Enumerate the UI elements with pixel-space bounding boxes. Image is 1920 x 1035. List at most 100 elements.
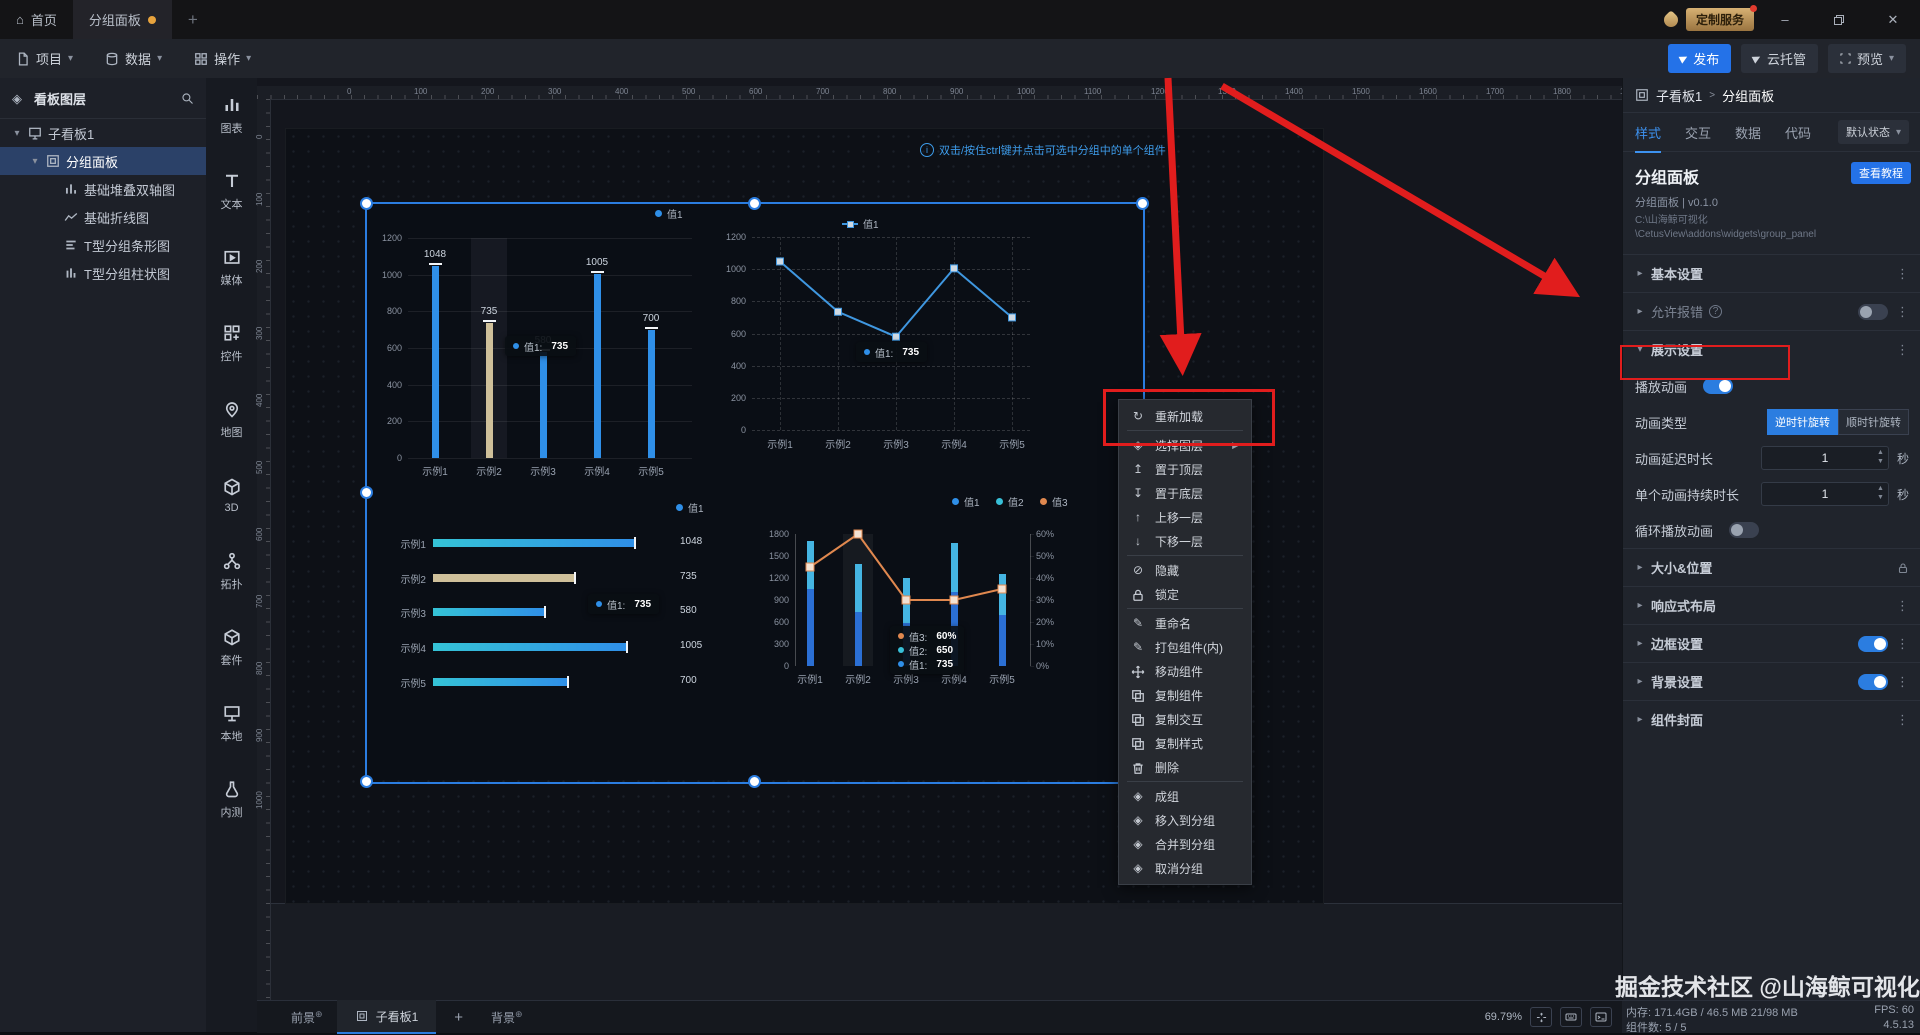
context-menu-item-复制交互[interactable]: 复制交互 — [1119, 707, 1251, 731]
widget-category-地图[interactable]: 地图 — [206, 382, 257, 458]
expander-icon[interactable]: ▸ — [1637, 306, 1643, 317]
context-menu-item-成组[interactable]: ◈ 成组 — [1119, 784, 1251, 808]
layer-item-子看板1[interactable]: ▾ 子看板1 — [0, 119, 206, 147]
segment-option-逆时针旋转[interactable]: 逆时针旋转 — [1767, 409, 1838, 435]
preview-button[interactable]: 预览 ▾ — [1827, 44, 1906, 73]
context-menu-item-隐藏[interactable]: ⊘ 隐藏 — [1119, 558, 1251, 582]
zoom-level[interactable]: 69.79% — [1484, 1011, 1522, 1023]
widget-category-媒体[interactable]: 媒体 — [206, 230, 257, 306]
selection-handle[interactable] — [748, 775, 761, 788]
more-options-icon[interactable]: ⋮ — [1896, 265, 1909, 281]
tutorial-button[interactable]: 查看教程 — [1851, 162, 1911, 184]
context-menu-item-置于底层[interactable]: ↧ 置于底层 — [1119, 481, 1251, 505]
section-展示设置[interactable]: ▾ 展示设置 ⋮ — [1623, 330, 1920, 368]
tab-home[interactable]: ⌂ 首页 — [0, 0, 73, 39]
selection-handle[interactable] — [360, 775, 373, 788]
context-menu-item-取消分组[interactable]: ◈ 取消分组 — [1119, 856, 1251, 880]
inspector-tab-数据[interactable]: 数据 — [1735, 125, 1762, 141]
widget-category-文本[interactable]: 文本 — [206, 154, 257, 230]
inspector-tab-样式[interactable]: 样式 — [1635, 113, 1662, 153]
section-大小&位置[interactable]: ▸ 大小&位置 — [1623, 548, 1920, 586]
context-menu-item-合并到分组[interactable]: ◈ 合并到分组 — [1119, 832, 1251, 856]
custom-service-badge[interactable]: 定制服务 — [1685, 5, 1757, 31]
toggle-循环播放动画[interactable] — [1729, 522, 1760, 538]
layer-item-分组面板[interactable]: ▾ 分组面板 — [0, 147, 206, 175]
search-icon[interactable] — [181, 92, 194, 105]
layer-item-T型分组柱状图[interactable]: T型分组柱状图 — [0, 259, 206, 287]
selection-handle[interactable] — [360, 197, 373, 210]
widget-category-套件[interactable]: 套件 — [206, 610, 257, 686]
more-options-icon[interactable]: ⋮ — [1896, 597, 1909, 613]
dashboard-tab[interactable]: 子看板1 — [336, 1000, 437, 1034]
tab-group-panel[interactable]: 分组面板 — [72, 0, 172, 39]
expander-icon[interactable]: ▾ — [32, 155, 38, 167]
inspector-tab-代码[interactable]: 代码 — [1785, 125, 1812, 141]
widget-category-内测[interactable]: 内测 — [206, 762, 257, 838]
new-tab-button[interactable]: + — [172, 0, 214, 39]
widget-category-拓扑[interactable]: 拓扑 — [206, 534, 257, 610]
selection-handle[interactable] — [1136, 197, 1149, 210]
menu-项目[interactable]: 项目 ▾ — [0, 39, 89, 78]
expander-icon[interactable]: ▸ — [1637, 676, 1643, 687]
section-基本设置[interactable]: ▸ 基本设置 ⋮ — [1623, 254, 1920, 292]
terminal-icon[interactable] — [1590, 1007, 1612, 1027]
layer-item-基础堆叠双轴图[interactable]: 基础堆叠双轴图 — [0, 175, 206, 203]
more-options-icon[interactable]: ⋮ — [1896, 303, 1909, 319]
breadcrumb-root[interactable]: 子看板1 — [1656, 88, 1703, 104]
expander-icon[interactable]: ▸ — [1637, 600, 1643, 611]
more-options-icon[interactable]: ⋮ — [1896, 341, 1909, 357]
setting-动画类型[interactable]: 动画类型 逆时针旋转 顺时针旋转 — [1623, 404, 1920, 440]
more-options-icon[interactable]: ⋮ — [1896, 673, 1909, 689]
cloud-hosting-button[interactable]: ▶ 云托管 — [1741, 44, 1818, 73]
context-menu-item-复制样式[interactable]: 复制样式 — [1119, 731, 1251, 755]
expander-icon[interactable]: ▸ — [1637, 714, 1643, 725]
context-menu-item-重命名[interactable]: ✎ 重命名 — [1119, 611, 1251, 635]
section-组件封面[interactable]: ▸ 组件封面 ⋮ — [1623, 700, 1920, 738]
state-selector[interactable]: 默认状态 ▾ — [1837, 120, 1909, 144]
widget-category-3D[interactable]: 3D — [206, 458, 257, 534]
widget-category-图表[interactable]: 图表 — [206, 78, 257, 154]
context-menu-item-置于顶层[interactable]: ↥ 置于顶层 — [1119, 457, 1251, 481]
toggle-播放动画[interactable] — [1703, 378, 1734, 394]
keyboard-icon[interactable] — [1560, 1007, 1582, 1027]
context-menu-item-上移一层[interactable]: ↑ 上移一层 — [1119, 505, 1251, 529]
context-menu-item-重新加载[interactable]: ↻ 重新加载 — [1119, 404, 1251, 428]
close-button[interactable]: ✕ — [1887, 11, 1899, 27]
section-边框设置[interactable]: ▸ 边框设置 ⋮ — [1623, 624, 1920, 662]
group-panel-widget[interactable] — [365, 202, 1141, 780]
more-options-icon[interactable]: ⋮ — [1896, 711, 1909, 727]
expander-icon[interactable]: ▸ — [1637, 638, 1643, 649]
toggle-on[interactable] — [1858, 635, 1888, 652]
minimize-button[interactable]: – — [1781, 12, 1789, 27]
add-dashboard-button[interactable]: + — [454, 1008, 464, 1026]
context-menu-item-移入到分组[interactable]: ◈ 移入到分组 — [1119, 808, 1251, 832]
setting-播放动画[interactable]: 播放动画 — [1623, 368, 1920, 404]
menu-数据[interactable]: 数据 ▾ — [89, 39, 178, 78]
context-menu-item-移动组件[interactable]: 移动组件 — [1119, 659, 1251, 683]
widget-category-本地[interactable]: 本地 — [206, 686, 257, 762]
context-menu-item-锁定[interactable]: 锁定 — [1119, 582, 1251, 606]
selection-handle[interactable] — [360, 486, 373, 499]
context-menu-item-打包组件(内)[interactable]: ✎ 打包组件(内) — [1119, 635, 1251, 659]
maximize-button[interactable] — [1816, 5, 1862, 35]
background-button[interactable]: 背景⊕ — [491, 1008, 523, 1025]
more-options-icon[interactable]: ⋮ — [1896, 635, 1909, 651]
selection-handle[interactable] — [748, 197, 761, 210]
widget-category-控件[interactable]: 控件 — [206, 306, 257, 382]
expander-icon[interactable]: ▸ — [1637, 268, 1643, 279]
context-menu-item-删除[interactable]: 删除 — [1119, 755, 1251, 779]
context-menu-item-下移一层[interactable]: ↓ 下移一层 — [1119, 529, 1251, 553]
setting-单个动画持续时长[interactable]: 单个动画持续时长 1 ▲ ▼ 秒 — [1623, 476, 1920, 512]
expander-icon[interactable]: ▾ — [1637, 344, 1643, 355]
segment-option-顺时针旋转[interactable]: 顺时针旋转 — [1838, 409, 1909, 435]
context-menu-item-选择图层[interactable]: ◈ 选择图层 ▶ — [1119, 433, 1251, 457]
fit-view-icon[interactable] — [1530, 1007, 1552, 1027]
layer-item-T型分组条形图[interactable]: T型分组条形图 — [0, 231, 206, 259]
input-单个动画持续时长[interactable]: 1 ▲ ▼ — [1760, 482, 1889, 506]
foreground-button[interactable]: 前景⊕ — [291, 1008, 323, 1025]
layer-item-基础折线图[interactable]: 基础折线图 — [0, 203, 206, 231]
toggle-on[interactable] — [1858, 673, 1888, 690]
inspector-tab-交互[interactable]: 交互 — [1685, 125, 1712, 141]
section-背景设置[interactable]: ▸ 背景设置 ⋮ — [1623, 662, 1920, 700]
section-允许报错[interactable]: ▸ 允许报错? ⋮ — [1623, 292, 1920, 330]
